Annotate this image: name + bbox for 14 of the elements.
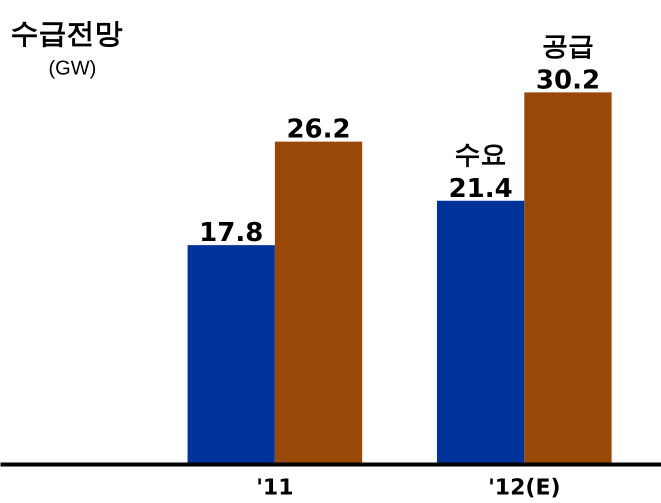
chart-title: 수급전망 [10, 16, 122, 50]
series-label: 수요 [454, 140, 507, 170]
bar [524, 92, 612, 464]
data-label: 26.2 [286, 114, 351, 145]
bar [188, 245, 275, 464]
bar [274, 142, 362, 464]
chart-subtitle: (GW) [48, 58, 96, 80]
series-label: 공급 [542, 31, 594, 62]
data-label: 30.2 [536, 65, 600, 96]
data-label: 17.8 [199, 218, 264, 248]
data-label: 21.4 [448, 174, 513, 204]
x-tick-label: '11 [256, 476, 294, 500]
x-tick-label: '12(E) [488, 476, 561, 500]
bar [437, 200, 524, 464]
